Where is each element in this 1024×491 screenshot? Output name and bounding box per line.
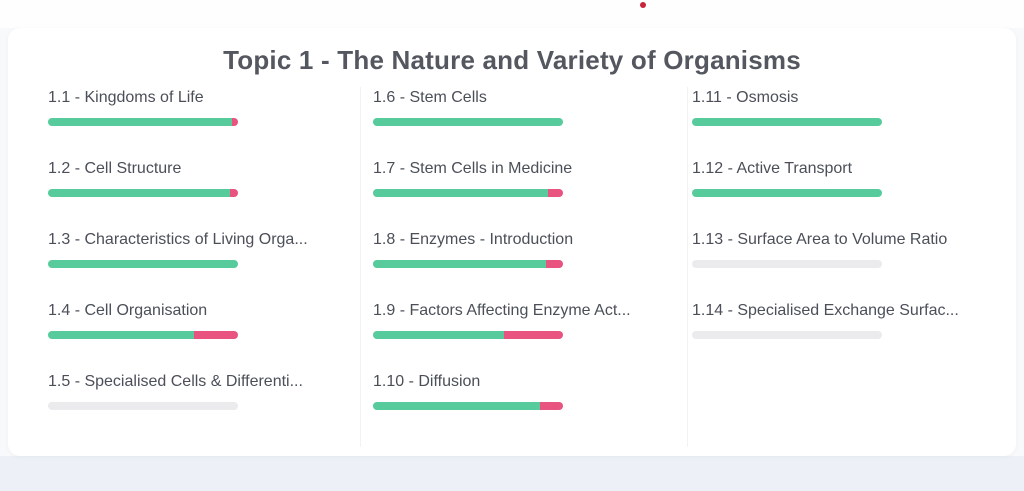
topic-item[interactable]: 1.1 - Kingdoms of Life — [48, 87, 342, 126]
topic-item[interactable]: 1.9 - Factors Affecting Enzyme Act... — [373, 300, 643, 339]
topic-label[interactable]: 1.14 - Specialised Exchange Surfac... — [692, 302, 959, 319]
topic-column-3: 1.11 - Osmosis 1.12 - Active Transport 1… — [687, 87, 1016, 447]
topic-label[interactable]: 1.1 - Kingdoms of Life — [48, 89, 204, 106]
progress-incorrect-segment — [230, 189, 238, 197]
topic-column-1: 1.1 - Kingdoms of Life 1.2 - Cell Struct… — [8, 87, 360, 447]
topic-item[interactable]: 1.13 - Surface Area to Volume Ratio — [692, 229, 978, 268]
topic-item[interactable]: 1.6 - Stem Cells — [373, 87, 643, 126]
topic-columns: 1.1 - Kingdoms of Life 1.2 - Cell Struct… — [8, 87, 1016, 447]
topic-item[interactable]: 1.11 - Osmosis — [692, 87, 978, 126]
topic-item[interactable]: 1.12 - Active Transport — [692, 158, 978, 197]
progress-bar — [373, 402, 563, 410]
progress-bar — [373, 189, 563, 197]
topic-label[interactable]: 1.5 - Specialised Cells & Differenti... — [48, 373, 303, 390]
topic-column-2: 1.6 - Stem Cells 1.7 - Stem Cells in Med… — [360, 87, 687, 447]
progress-correct-segment — [48, 260, 238, 268]
page-title: Topic 1 - The Nature and Variety of Orga… — [223, 45, 801, 75]
topic-label[interactable]: 1.4 - Cell Organisation — [48, 302, 208, 319]
topic-item[interactable]: 1.7 - Stem Cells in Medicine — [373, 158, 643, 197]
topic-item[interactable]: 1.4 - Cell Organisation — [48, 300, 342, 339]
footer-background — [0, 456, 1024, 491]
progress-correct-segment — [373, 260, 546, 268]
progress-bar — [48, 331, 238, 339]
top-strip — [0, 0, 1024, 28]
progress-bar — [48, 402, 238, 410]
topic-item[interactable]: 1.2 - Cell Structure — [48, 158, 342, 197]
progress-bar — [373, 331, 563, 339]
topic-label[interactable]: 1.13 - Surface Area to Volume Ratio — [692, 231, 948, 248]
progress-bar — [692, 118, 882, 126]
topic-label[interactable]: 1.10 - Diffusion — [373, 373, 481, 390]
topic-item[interactable]: 1.10 - Diffusion — [373, 371, 643, 410]
progress-correct-segment — [48, 189, 231, 197]
progress-correct-segment — [373, 189, 548, 197]
progress-incorrect-segment — [540, 402, 563, 410]
progress-bar — [692, 331, 882, 339]
progress-bar — [48, 189, 238, 197]
progress-correct-segment — [692, 118, 882, 126]
progress-incorrect-segment — [232, 118, 238, 126]
topic-label[interactable]: 1.6 - Stem Cells — [373, 89, 487, 106]
topic-label[interactable]: 1.2 - Cell Structure — [48, 160, 182, 177]
progress-bar — [373, 260, 563, 268]
topic-label[interactable]: 1.11 - Osmosis — [692, 89, 799, 106]
progress-correct-segment — [48, 331, 195, 339]
topic-card: Topic 1 - The Nature and Variety of Orga… — [8, 28, 1016, 456]
progress-bar — [373, 118, 563, 126]
progress-correct-segment — [373, 402, 541, 410]
progress-incorrect-segment — [504, 331, 563, 339]
topic-label[interactable]: 1.8 - Enzymes - Introduction — [373, 231, 574, 248]
topic-label[interactable]: 1.7 - Stem Cells in Medicine — [373, 160, 573, 177]
topic-item[interactable]: 1.14 - Specialised Exchange Surfac... — [692, 300, 978, 339]
progress-correct-segment — [692, 189, 882, 197]
progress-bar — [48, 118, 238, 126]
progress-correct-segment — [373, 331, 505, 339]
topic-label[interactable]: 1.12 - Active Transport — [692, 160, 853, 177]
topic-item[interactable]: 1.5 - Specialised Cells & Differenti... — [48, 371, 342, 410]
topic-item[interactable]: 1.8 - Enzymes - Introduction — [373, 229, 643, 268]
red-recording-dot — [640, 2, 646, 8]
topic-label[interactable]: 1.3 - Characteristics of Living Orga... — [48, 231, 308, 248]
progress-incorrect-segment — [194, 331, 238, 339]
progress-bar — [692, 189, 882, 197]
progress-correct-segment — [48, 118, 233, 126]
progress-incorrect-segment — [547, 189, 563, 197]
topic-label[interactable]: 1.9 - Factors Affecting Enzyme Act... — [373, 302, 631, 319]
topic-item[interactable]: 1.3 - Characteristics of Living Orga... — [48, 229, 342, 268]
progress-bar — [48, 260, 238, 268]
progress-incorrect-segment — [545, 260, 563, 268]
progress-correct-segment — [373, 118, 563, 126]
progress-bar — [692, 260, 882, 268]
